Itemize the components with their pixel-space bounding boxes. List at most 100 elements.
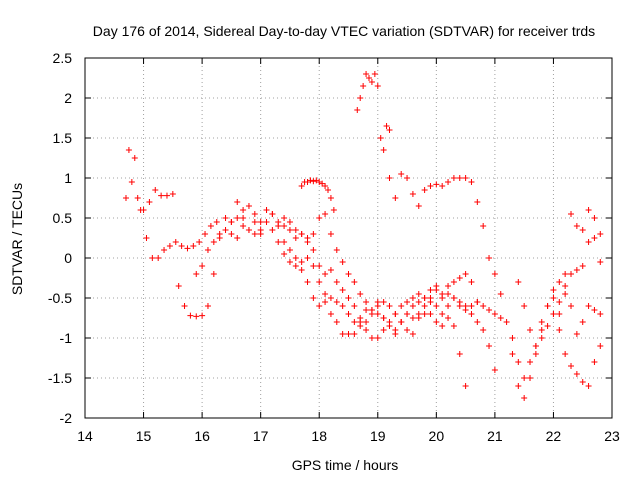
data-point: [304, 255, 311, 261]
data-point: [550, 311, 557, 317]
data-point: [292, 235, 299, 241]
data-point: [562, 351, 569, 357]
data-point: [409, 331, 416, 337]
data-point: [527, 375, 534, 381]
data-point: [380, 327, 387, 333]
data-point: [579, 263, 586, 269]
data-point: [345, 295, 352, 301]
data-point: [509, 335, 516, 341]
x-axis-label: GPS time / hours: [292, 457, 399, 473]
data-point: [240, 223, 247, 229]
data-point: [234, 215, 241, 221]
data-point: [351, 319, 358, 325]
data-point: [330, 207, 337, 213]
data-point: [591, 215, 598, 221]
data-point: [222, 215, 229, 221]
data-point: [421, 311, 428, 317]
data-point: [339, 287, 346, 293]
data-point: [327, 195, 334, 201]
data-point: [579, 379, 586, 385]
data-point: [322, 183, 329, 189]
data-point: [365, 75, 372, 81]
data-point: [196, 239, 203, 245]
data-point: [486, 307, 493, 313]
data-point: [585, 383, 592, 389]
data-point: [286, 227, 293, 233]
data-point: [275, 219, 282, 225]
data-point: [456, 275, 463, 281]
data-point: [433, 181, 440, 188]
axis-ticks: 14 15 16 17 18 19 20 21 22 23 -2 -1.5 -1 -0.5 0 0.5 1 1.5…: [48, 50, 620, 444]
data-point: [427, 299, 434, 305]
data-point: [292, 255, 299, 261]
data-point: [597, 231, 604, 237]
data-point: [450, 279, 457, 285]
data-point: [433, 319, 440, 325]
data-point: [371, 71, 378, 77]
data-point: [427, 183, 434, 189]
x-tick-label: 15: [136, 428, 152, 444]
data-point: [351, 331, 358, 337]
data-point: [515, 359, 522, 365]
data-point: [207, 223, 214, 229]
data-point: [415, 311, 422, 317]
data-point: [363, 299, 370, 305]
data-point: [240, 215, 247, 221]
data-point: [298, 267, 305, 273]
data-point: [134, 195, 141, 201]
data-point: [450, 175, 457, 181]
data-point: [257, 219, 264, 225]
y-tick-label: -0.5: [48, 290, 72, 306]
y-tick-label: 1: [64, 170, 72, 186]
y-tick-label: 0.5: [53, 210, 73, 226]
grid: [85, 58, 612, 418]
x-tick-label: 17: [253, 428, 269, 444]
data-point: [544, 323, 551, 329]
data-point: [468, 303, 475, 309]
data-point: [263, 207, 270, 213]
data-point: [172, 239, 179, 245]
data-point: [257, 227, 264, 233]
data-point: [368, 79, 375, 85]
data-point: [351, 279, 358, 285]
data-point: [462, 271, 469, 277]
data-point: [404, 175, 411, 181]
data-point: [251, 219, 258, 225]
data-point: [286, 259, 293, 265]
data-point: [368, 335, 375, 341]
data-point: [398, 319, 405, 325]
data-point: [339, 303, 346, 309]
y-tick-label: 0: [64, 250, 72, 266]
series-track-h: [354, 71, 393, 153]
data-point: [286, 219, 293, 225]
data-point: [327, 231, 334, 237]
data-point: [568, 211, 575, 217]
data-point: [468, 279, 475, 285]
data-point: [374, 311, 381, 317]
data-point: [456, 175, 463, 181]
data-point: [251, 211, 258, 217]
data-point: [439, 295, 446, 301]
data-point: [322, 299, 329, 305]
data-point: [263, 219, 270, 225]
data-point: [304, 239, 311, 245]
data-point: [310, 263, 317, 269]
data-point: [450, 323, 457, 329]
data-point: [445, 303, 452, 309]
data-point: [386, 323, 393, 329]
data-point: [377, 135, 384, 141]
data-point: [292, 227, 299, 233]
data-point: [544, 303, 551, 309]
data-point: [597, 259, 604, 265]
data-point: [480, 303, 487, 309]
series-track-f: [281, 211, 469, 389]
data-point: [187, 312, 194, 319]
data-point: [386, 127, 393, 133]
series-track-c: [175, 199, 504, 337]
data-point: [210, 239, 217, 245]
data-point: [404, 311, 411, 317]
data-point: [325, 187, 332, 193]
x-tick-label: 19: [370, 428, 386, 444]
data-point: [462, 303, 469, 309]
